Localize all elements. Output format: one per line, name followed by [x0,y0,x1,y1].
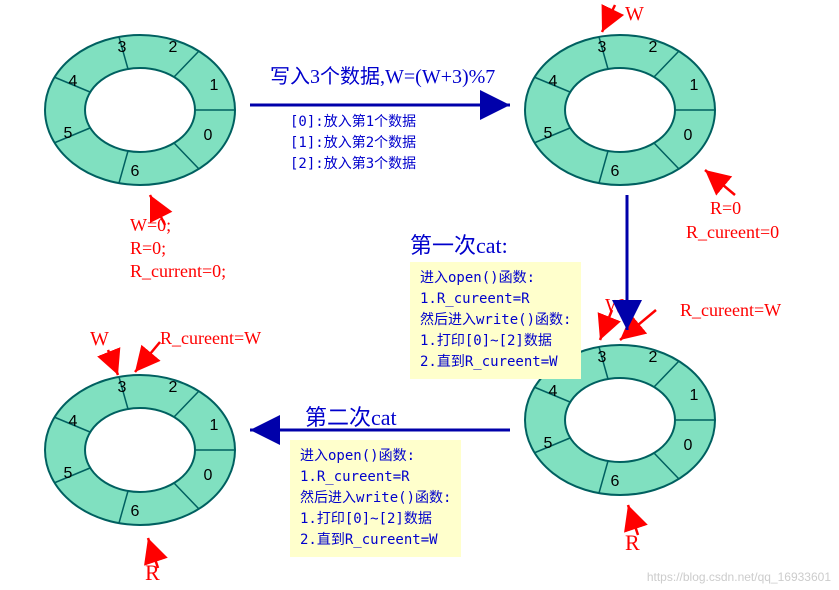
ptr-D-Rc [135,342,160,372]
ann-D-Rc: R_cureent=W [160,328,261,349]
cat2-l3: 然后进入write()函数: [300,488,451,509]
ann-A-R: R=0; [130,238,166,259]
cat2-l2: 1.R_cureent=R [300,467,451,488]
step1-l2: [1]:放入第2个数据 [290,133,416,154]
ann-A-W: W=0; [130,215,171,236]
cat2-l4: 1.打印[0]~[2]数据 [300,509,451,530]
step1-l3: [2]:放入第3个数据 [290,154,416,175]
ann-D-R: R [145,560,160,586]
ptr-D-W [108,350,118,375]
cat1-l1: 进入open()函数: [420,268,571,289]
step1-title: 写入3个数据,W=(W+3)%7 [270,60,495,89]
cat1-l3: 然后进入write()函数: [420,310,571,331]
cat1-l5: 2.直到R_cureent=W [420,352,571,373]
ptr-B-R [705,170,735,195]
cat1-l4: 1.打印[0]~[2]数据 [420,331,571,352]
cat1-title: 第一次cat: [410,228,508,260]
cat2-l5: 2.直到R_cureent=W [300,530,451,551]
ann-C-R: R [625,530,640,556]
ann-C-Rc: R_cureent=W [680,300,781,321]
ann-A-Rc: R_current=0; [130,261,226,282]
cat2-l1: 进入open()函数: [300,446,451,467]
step1-l1: [0]:放入第1个数据 [290,112,416,133]
watermark: https://blog.csdn.net/qq_16933601 [647,570,831,584]
cat2-title: 第二次cat [305,400,397,432]
cat2-box: 进入open()函数: 1.R_cureent=R 然后进入write()函数:… [290,440,461,557]
ann-D-W: W [90,328,109,351]
step1-lines: [0]:放入第1个数据 [1]:放入第2个数据 [2]:放入第3个数据 [290,112,416,175]
ann-B-Rc: R_cureent=0 [686,222,779,243]
ptr-B-W [602,5,615,32]
cat1-l2: 1.R_cureent=R [420,289,571,310]
ann-B-R: R=0 [710,198,741,219]
ann-B-W: W [625,3,644,26]
cat1-box: 进入open()函数: 1.R_cureent=R 然后进入write()函数:… [410,262,581,379]
